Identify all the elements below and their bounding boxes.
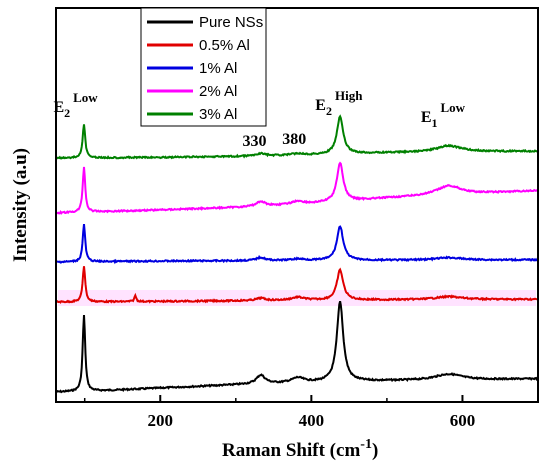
legend-label-0-5-al: 0.5% Al <box>199 37 250 54</box>
peak-annotation: 330 <box>242 133 266 150</box>
legend-label-pure: Pure NSs <box>199 14 263 31</box>
legend-label-1-al: 1% Al <box>199 60 237 77</box>
x-tick-label: 400 <box>299 411 325 430</box>
peak-annotation: E2High <box>315 88 363 118</box>
series-line-1-al <box>55 224 539 265</box>
x-axis-title: Raman Shift (cm-1) <box>222 437 378 461</box>
x-tick-label: 200 <box>148 411 174 430</box>
legend: Pure NSs 0.5% Al 1% Al 2% Al 3% Al <box>140 7 267 127</box>
plot-frame <box>55 7 539 403</box>
series-line-0-5-al <box>55 266 539 304</box>
peak-annotations: E2Low 330 380 E2High E1Low <box>53 88 465 150</box>
series-line-2-al <box>55 161 539 215</box>
peak-annotation: E2Low <box>53 90 98 120</box>
series-layer <box>55 114 539 394</box>
legend-label-2-al: 2% Al <box>199 83 237 100</box>
legend-label-3-al: 3% Al <box>199 106 237 123</box>
series-line-pure-nss <box>55 300 539 394</box>
series-line-3-al <box>55 114 539 160</box>
peak-annotation: E1Low <box>421 100 466 130</box>
y-axis-title: Intensity (a.u) <box>10 148 31 262</box>
x-ticks: 200 400 600 <box>83 395 539 430</box>
peak-annotation: 380 <box>282 131 306 148</box>
x-tick-label: 600 <box>450 411 476 430</box>
